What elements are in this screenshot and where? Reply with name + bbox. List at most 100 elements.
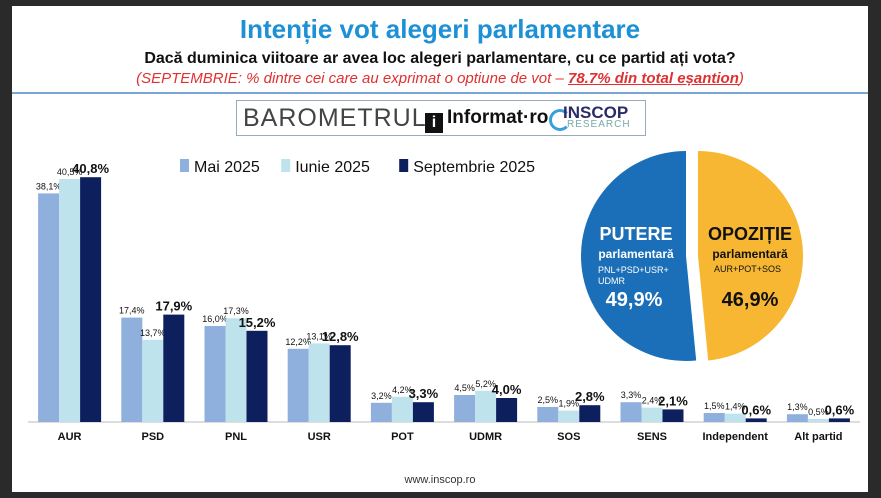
informat-logo-text: Informat·ro — [447, 107, 549, 128]
inscop-logo: INSCOP RESEARCH — [549, 103, 641, 133]
bar-independent-3 — [745, 418, 767, 422]
bar-pnl-2 — [225, 318, 247, 422]
chart-title: Intenție vot alegeri parlamentare — [239, 14, 641, 44]
bar-value-label: 40,5% — [57, 167, 83, 177]
inscop-arc-icon — [549, 109, 571, 131]
bar-value-label: 3,3% — [621, 390, 642, 400]
bar-value-label: 16,0% — [202, 314, 228, 324]
opozitie-value: 46,9% — [722, 289, 779, 311]
bar-value-label: 15,2% — [239, 315, 276, 330]
bar-sens-2 — [641, 407, 663, 422]
bar-value-label: 38,1% — [36, 181, 62, 191]
bar-value-label: 4,2% — [392, 385, 413, 395]
legend-swatch — [281, 159, 291, 172]
category-label: UDMR — [469, 431, 502, 443]
category-label: AUR — [58, 431, 82, 443]
bar-pnl-1 — [204, 326, 226, 422]
legend-label: Iunie 2025 — [295, 159, 370, 176]
category-label: Alt partid — [794, 431, 842, 443]
bar-alt-partid-1 — [786, 414, 808, 422]
bar-value-label: 2,1% — [658, 393, 688, 408]
putere-value: 49,9% — [606, 289, 663, 311]
bar-value-label: 40,8% — [72, 161, 109, 176]
bar-value-label: 2,5% — [538, 395, 559, 405]
opozitie-title: OPOZIȚIE — [708, 224, 792, 244]
bar-sos-2 — [558, 410, 580, 422]
bar-sos-1 — [537, 407, 559, 422]
sample-note-bold: 78.7% din total eșantion — [568, 70, 739, 87]
survey-question: Dacă duminica viitoare ar avea loc alege… — [144, 50, 736, 67]
bar-value-label: 17,4% — [119, 306, 145, 316]
opozitie-parties: AUR+POT+SOS — [714, 264, 781, 274]
bar-psd-2 — [142, 339, 164, 422]
bar-sens-1 — [620, 402, 642, 422]
bar-value-label: 1,9% — [559, 399, 580, 409]
bar-udmr-3 — [496, 398, 518, 422]
bar-value-label: 17,3% — [223, 306, 249, 316]
bar-sos-3 — [579, 405, 601, 422]
bar-value-label: 1,3% — [787, 402, 808, 412]
bar-value-label: 13,1% — [306, 331, 332, 341]
category-label: SENS — [637, 431, 667, 443]
informat-logo: i Informat·ro — [425, 107, 548, 133]
legend-label: Septembrie 2025 — [413, 159, 535, 176]
bar-usr-1 — [287, 348, 309, 422]
bar-value-label: 2,4% — [642, 396, 663, 406]
bar-alt-partid-3 — [828, 418, 850, 422]
bar-alt-partid-2 — [807, 419, 829, 422]
sample-note-suffix: ) — [738, 70, 744, 87]
bar-value-label: 0,6% — [825, 402, 855, 417]
bar-value-label: 5,2% — [475, 379, 496, 389]
pie-slice-putere — [581, 151, 697, 361]
putere-parties: UDMR — [598, 276, 625, 286]
opozitie-subtitle: parlamentară — [712, 247, 788, 261]
category-label: SOS — [557, 431, 580, 443]
bar-pnl-3 — [246, 330, 268, 422]
bar-sens-3 — [662, 409, 684, 422]
putere-parties: PNL+PSD+USR+ — [598, 265, 669, 275]
bar-value-label: 2,8% — [575, 389, 605, 404]
bar-value-label: 0,6% — [741, 402, 771, 417]
header-divider — [12, 92, 868, 94]
bar-value-label: 3,2% — [371, 391, 392, 401]
bar-udmr-2 — [475, 390, 497, 422]
bar-usr-3 — [329, 345, 351, 422]
informat-mark-icon: i — [425, 113, 443, 133]
bar-value-label: 12,2% — [285, 337, 311, 347]
putere-subtitle: parlamentară — [598, 247, 674, 261]
sample-note: (SEPTEMBRIE: % dintre cei care au exprim… — [12, 70, 868, 87]
barometer-logo-text: BAROMETRUL — [243, 104, 427, 132]
inscop-logo-subtext: RESEARCH — [567, 119, 631, 130]
bar-value-label: 1,5% — [704, 401, 725, 411]
bar-value-label: 3,3% — [409, 386, 439, 401]
inscop-logo-text: INSCOP — [563, 103, 629, 122]
category-label: PNL — [225, 431, 247, 443]
bar-pot-3 — [412, 402, 434, 422]
bar-udmr-1 — [454, 395, 476, 422]
bar-value-label: 4,5% — [454, 383, 475, 393]
category-label: PSD — [141, 431, 164, 443]
bar-psd-1 — [121, 317, 143, 422]
legend-swatch — [399, 159, 409, 172]
sample-note-prefix: (SEPTEMBRIE: % dintre cei care au exprim… — [136, 70, 568, 87]
bar-usr-2 — [308, 343, 330, 422]
bar-value-label: 13,7% — [140, 328, 166, 338]
bar-value-label: 12,8% — [322, 329, 359, 344]
bar-value-label: 17,9% — [155, 299, 192, 314]
bar-value-label: 0,5% — [808, 407, 829, 417]
bar-pot-2 — [391, 396, 413, 422]
bar-aur-2 — [59, 179, 81, 422]
putere-title: PUTERE — [599, 224, 672, 244]
bar-independent-2 — [724, 413, 746, 422]
footer-url: www.inscop.ro — [404, 474, 476, 486]
category-label: POT — [391, 431, 414, 443]
bar-aur-1 — [38, 193, 60, 422]
brand-banner: BAROMETRUL i Informat·ro INSCOP RESEARCH — [236, 100, 646, 136]
legend-label: Mai 2025 — [194, 159, 260, 176]
category-label: USR — [308, 431, 331, 443]
bar-value-label: 4,0% — [492, 382, 522, 397]
bar-value-label: 1,4% — [725, 402, 746, 412]
legend-swatch — [180, 159, 189, 172]
category-label: Independent — [703, 431, 769, 443]
